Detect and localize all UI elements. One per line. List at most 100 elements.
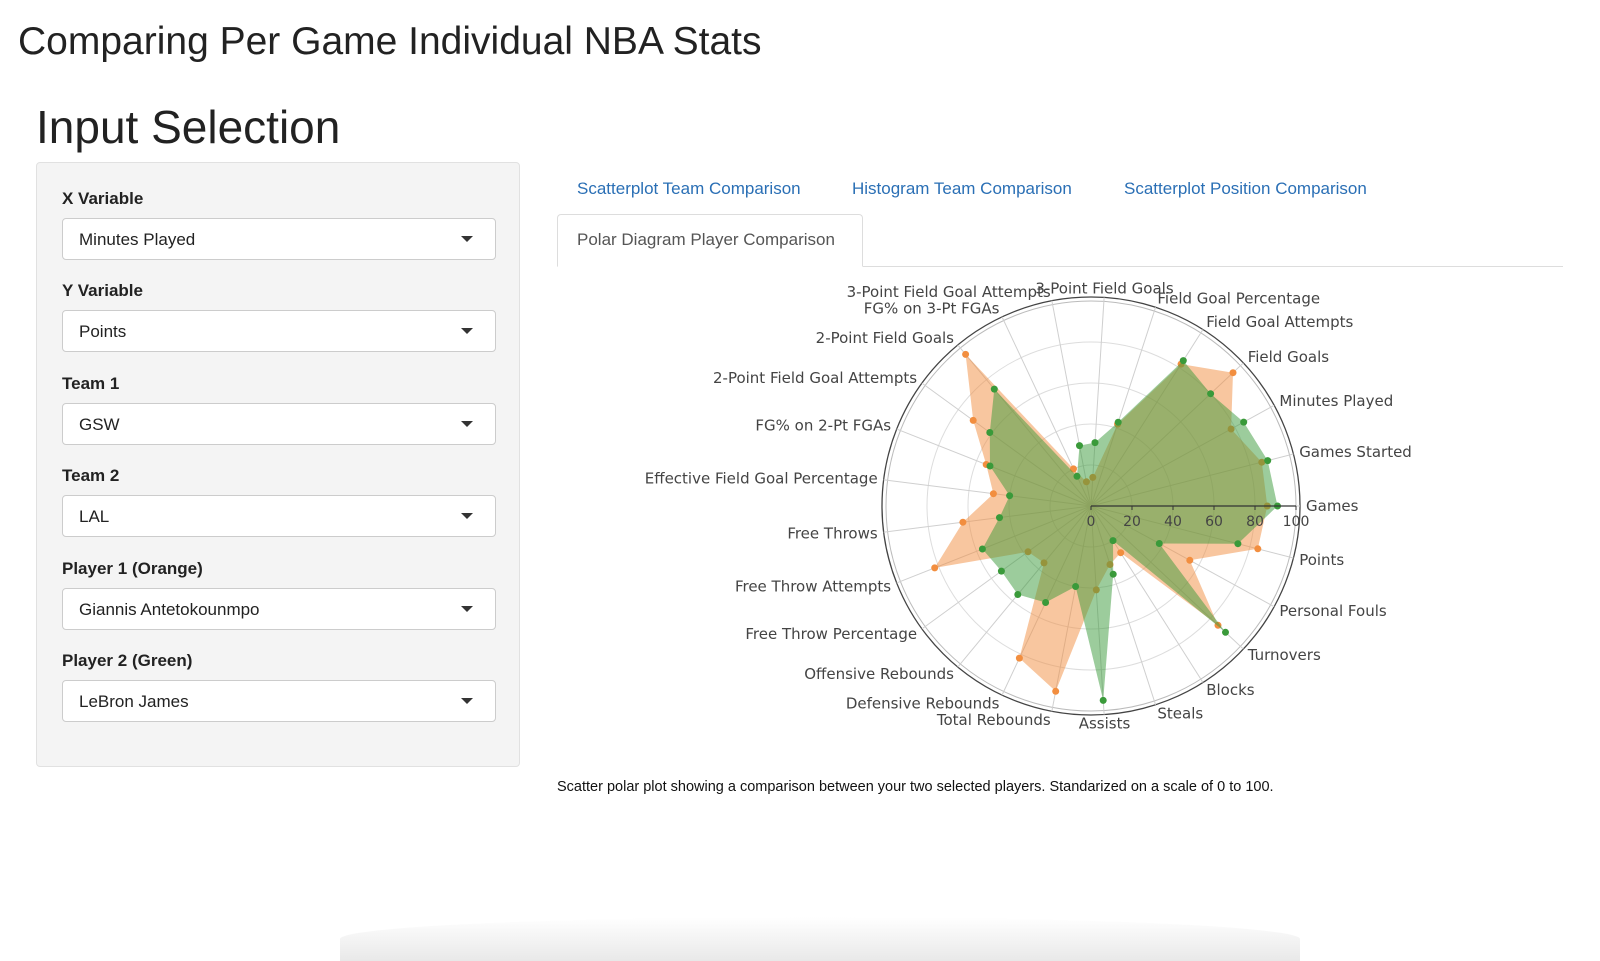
data-point — [996, 514, 1003, 522]
data-point — [1229, 369, 1237, 377]
angular-axis-label: Assists — [1079, 715, 1131, 733]
data-point — [1222, 628, 1229, 636]
data-point — [931, 564, 939, 572]
data-point — [969, 416, 977, 424]
angular-axis-label: Games — [1306, 497, 1359, 515]
data-point — [1072, 583, 1080, 590]
team-1-value: GSW — [79, 415, 120, 434]
radial-tick-label: 40 — [1164, 514, 1182, 530]
data-point — [990, 385, 998, 393]
angular-axis-label: Free Throw Attempts — [735, 577, 891, 595]
angular-axis-label: 3-Point Field Goal Attempts — [847, 283, 1051, 301]
input-selection-panel: X Variable Minutes Played Y Variable Poi… — [36, 162, 520, 767]
data-point — [1207, 390, 1215, 398]
angular-axis-label: Personal Fouls — [1279, 602, 1386, 620]
radial-tick-label: 60 — [1205, 514, 1223, 530]
angular-axis-label: Offensive Rebounds — [804, 665, 954, 683]
y-variable-select[interactable]: Points — [62, 310, 496, 352]
data-point — [962, 350, 970, 358]
player-1-label: Player 1 (Orange) — [62, 559, 203, 578]
angular-axis-label: Total Rebounds — [936, 711, 1051, 729]
angular-axis-label: Games Started — [1299, 443, 1412, 461]
y-variable-value: Points — [79, 322, 127, 341]
tab-bar-border — [557, 266, 1563, 267]
radial-tick-label: 20 — [1123, 514, 1141, 530]
team-2-label: Team 2 — [62, 466, 120, 485]
angular-axis-label: FG% on 2-Pt FGAs — [755, 417, 891, 435]
radial-tick-label: 0 — [1087, 514, 1096, 530]
radial-tick-label: 80 — [1246, 514, 1264, 530]
player-2-select[interactable]: LeBron James — [62, 680, 496, 722]
x-variable-label: X Variable — [62, 189, 144, 208]
tab-scatterplot-position-comparison[interactable]: Scatterplot Position Comparison — [1124, 179, 1367, 198]
player-2-value: LeBron James — [79, 692, 189, 711]
angular-axis-label: Blocks — [1206, 681, 1255, 699]
chevron-down-icon — [461, 328, 473, 334]
angular-axis-label: Field Goal Percentage — [1157, 290, 1320, 308]
team-2-select[interactable]: LAL — [62, 495, 496, 537]
data-point — [1179, 357, 1187, 365]
data-point — [1240, 418, 1248, 426]
angular-axis-label: Defensive Rebounds — [846, 694, 1000, 712]
data-point — [1254, 545, 1262, 553]
angular-axis-label: Effective Field Goal Percentage — [645, 470, 878, 488]
data-point — [978, 545, 986, 553]
x-variable-select[interactable]: Minutes Played — [62, 218, 496, 260]
angular-axis-label: Field Goals — [1248, 348, 1330, 366]
angular-axis-label: Free Throws — [787, 524, 878, 542]
data-point — [989, 490, 997, 498]
tab-histogram-team-comparison[interactable]: Histogram Team Comparison — [852, 179, 1072, 198]
data-point — [1014, 591, 1022, 598]
angular-axis-label: 2-Point Field Goals — [816, 329, 955, 347]
team-1-select[interactable]: GSW — [62, 403, 496, 445]
data-point — [1042, 599, 1050, 606]
angular-axis-label: 3-Point Field Goals — [1035, 279, 1174, 297]
data-point — [1155, 540, 1163, 547]
radial-tick-label: 100 — [1283, 514, 1310, 530]
data-point — [1070, 465, 1077, 473]
angular-axis-label: Steals — [1157, 704, 1203, 722]
chevron-down-icon — [461, 606, 473, 612]
data-point — [1264, 457, 1272, 465]
angular-axis-label: Turnovers — [1247, 646, 1321, 664]
data-point — [1109, 570, 1117, 578]
data-point — [959, 518, 967, 526]
bottom-shadow — [340, 917, 1300, 961]
angular-axis-label: Free Throw Percentage — [745, 625, 917, 643]
data-point — [1109, 537, 1117, 545]
data-point — [1015, 654, 1023, 662]
data-point — [986, 429, 994, 436]
series-area — [982, 360, 1278, 701]
tab-polar-diagram-player-comparison[interactable]: Polar Diagram Player Comparison — [557, 214, 863, 267]
data-point — [1076, 442, 1083, 450]
data-point — [1052, 687, 1060, 695]
player-1-value: Giannis Antetokounmpo — [79, 600, 260, 619]
data-point — [986, 462, 994, 470]
input-selection-heading: Input Selection — [36, 101, 341, 153]
data-point — [1234, 540, 1242, 548]
data-point — [1186, 556, 1194, 564]
data-point — [1091, 439, 1099, 447]
chevron-down-icon — [461, 513, 473, 519]
angular-axis-label: Points — [1299, 551, 1344, 569]
y-variable-label: Y Variable — [62, 281, 143, 300]
angular-axis-label: Minutes Played — [1279, 392, 1393, 410]
data-point — [997, 567, 1005, 575]
player-2-label: Player 2 (Green) — [62, 651, 193, 670]
app-title: Comparing Per Game Individual NBA Stats — [18, 20, 762, 63]
data-point — [1073, 472, 1081, 480]
chevron-down-icon — [461, 236, 473, 242]
data-point — [1114, 418, 1122, 426]
player-1-select[interactable]: Giannis Antetokounmpo — [62, 588, 496, 630]
chevron-down-icon — [461, 421, 473, 427]
angular-axis-label: FG% on 3-Pt FGAs — [864, 300, 1000, 318]
data-point — [1099, 696, 1107, 704]
angular-axis-label: 2-Point Field Goal Attempts — [713, 369, 917, 387]
angular-axis-label: Field Goal Attempts — [1206, 313, 1353, 331]
team-1-label: Team 1 — [62, 374, 120, 393]
chart-caption: Scatter polar plot showing a comparison … — [557, 779, 1274, 795]
tab-scatterplot-team-comparison[interactable]: Scatterplot Team Comparison — [577, 179, 801, 198]
chevron-down-icon — [461, 698, 473, 704]
x-variable-value: Minutes Played — [79, 230, 196, 249]
